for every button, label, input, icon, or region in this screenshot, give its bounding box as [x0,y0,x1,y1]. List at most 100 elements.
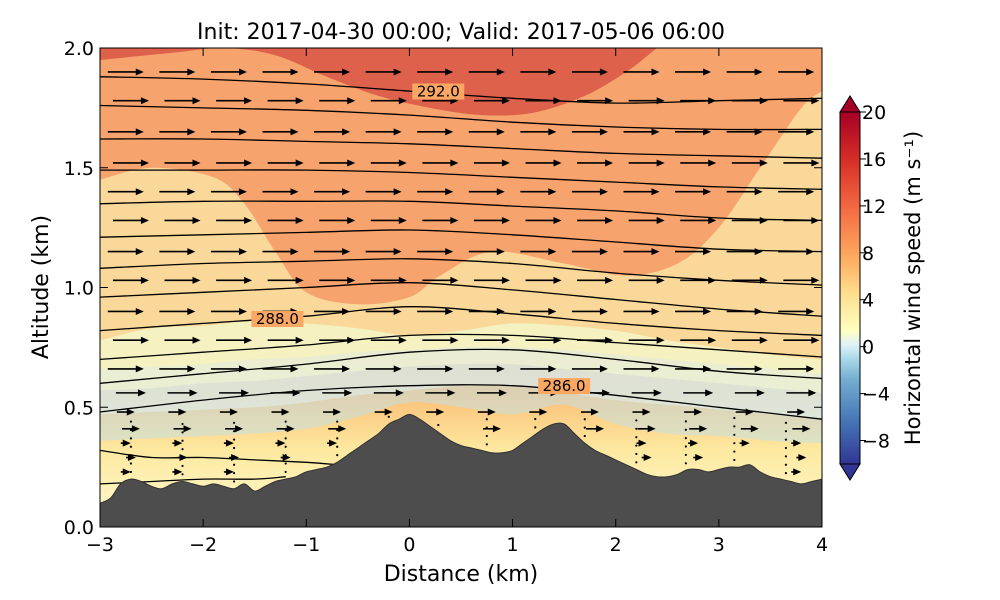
wind-vector-head [295,159,304,167]
wind-vector-head [398,336,407,344]
wind-vector-head [290,188,299,196]
wind-vector-head [295,216,304,224]
chart-title: Init: 2017-04-30 00:00; Valid: 2017-05-0… [197,20,725,45]
wind-vector-dot [336,428,339,432]
wind-vector-head [342,128,351,136]
wind-vector-head [811,336,820,344]
wind-vector-head [651,307,660,315]
wind-vector-head [347,216,356,224]
wind-vector-head [244,159,253,167]
wind-vector-head [599,68,608,76]
wind-vector-dot [129,445,133,448]
wind-vector-head [501,97,510,105]
wind-vector-dot [635,452,638,456]
wind-vector-head [548,68,557,76]
wind-vector-head [694,408,703,416]
wind-vector-head [282,454,291,462]
colorbar-tick-label: 0 [862,337,874,359]
wind-vector-head [548,128,557,136]
wind-vector-head [122,468,131,476]
wind-vector-dot [733,425,736,428]
wind-vector-dot [485,443,488,446]
plot-area [100,48,822,527]
theta-contour-line [100,169,822,190]
wind-vector-head [708,216,717,224]
wind-vector-head [329,439,338,447]
wind-vector-head [496,365,505,373]
wind-vector-dot [129,470,133,474]
wind-speed-band [100,48,822,305]
wind-vector-head [140,97,149,105]
wind-vector-head [705,389,714,397]
wind-vector-dot [733,433,736,436]
wind-vector-dot [635,461,638,464]
wind-vector-dot [232,463,236,466]
x-tick-label: −1 [292,534,320,556]
theta-contour-line [100,449,338,466]
wind-vector-dot [733,450,736,453]
colorbar-label: Horizontal wind speed (m s⁻¹) [901,131,925,445]
wind-vector-dot [129,454,133,457]
wind-vector-head [802,425,811,433]
wind-vector-head [393,188,402,196]
wind-vector-dot [336,420,339,423]
wind-vector-dot [534,417,537,421]
wind-vector-head [277,439,286,447]
wind-vector-dot [336,454,339,457]
wind-vector-head [498,389,507,397]
wind-vector-head [492,425,501,433]
wind-vector-head [548,307,557,315]
wind-vector-head [496,188,505,196]
wind-vector-dot [485,418,488,421]
wind-vector-head [501,336,510,344]
wind-vector-head [295,97,304,105]
wind-vector-dot [181,473,184,476]
wind-vector-head [238,307,247,315]
wind-vector-head [140,276,149,284]
wind-vector-head [393,68,402,76]
x-tick-label: 1 [507,534,519,556]
wind-vector-dot [635,419,638,422]
wind-vector-head [135,248,144,256]
wind-vector-dot [181,422,184,426]
colorbar-tick-label: 20 [862,102,886,124]
wind-vector-dot [485,434,488,438]
colorbar: −8 −4 0 4 8 12 16 20 Horizontal wind speed (m s… [839,95,925,481]
wind-vector-head [436,408,445,416]
wind-vector-dot [232,446,236,450]
wind-vector-head [292,389,301,397]
wind-vector-head [759,216,768,224]
wind-vector-head [548,248,557,256]
wind-vector-head [656,159,665,167]
wind-vector-head [642,408,651,416]
wind-vector-head [238,188,247,196]
wind-vector-head [605,216,614,224]
theta-contour-line [100,138,822,159]
wind-vector-dot [232,472,236,475]
wind-vector-head [754,68,763,76]
wind-vector-head [450,216,459,224]
wind-vector-head [806,128,815,136]
wind-vector-head [183,425,192,433]
wind-vector-head [393,307,402,315]
wind-vector-head [445,248,454,256]
wind-vector-head [342,248,351,256]
wind-vector-head [496,248,505,256]
y-tick-label: 0.5 [64,397,94,419]
wind-vector-dot [387,415,390,418]
wind-vector-dot [129,420,133,423]
wind-vector-head [244,276,253,284]
wind-vector-head [395,389,404,397]
wind-vector-head [754,365,763,373]
wind-vector-head [135,365,144,373]
wind-vector-head [192,97,201,105]
wind-vector-head [286,425,295,433]
wind-vector-head [342,307,351,315]
wind-vector-head [445,365,454,373]
wind-vector-head [643,454,652,462]
wind-vector-head [811,216,820,224]
wind-vector-head [708,159,717,167]
wind-vector-dot [684,453,687,457]
wind-vector-head [174,439,183,447]
wind-vector-head [553,276,562,284]
